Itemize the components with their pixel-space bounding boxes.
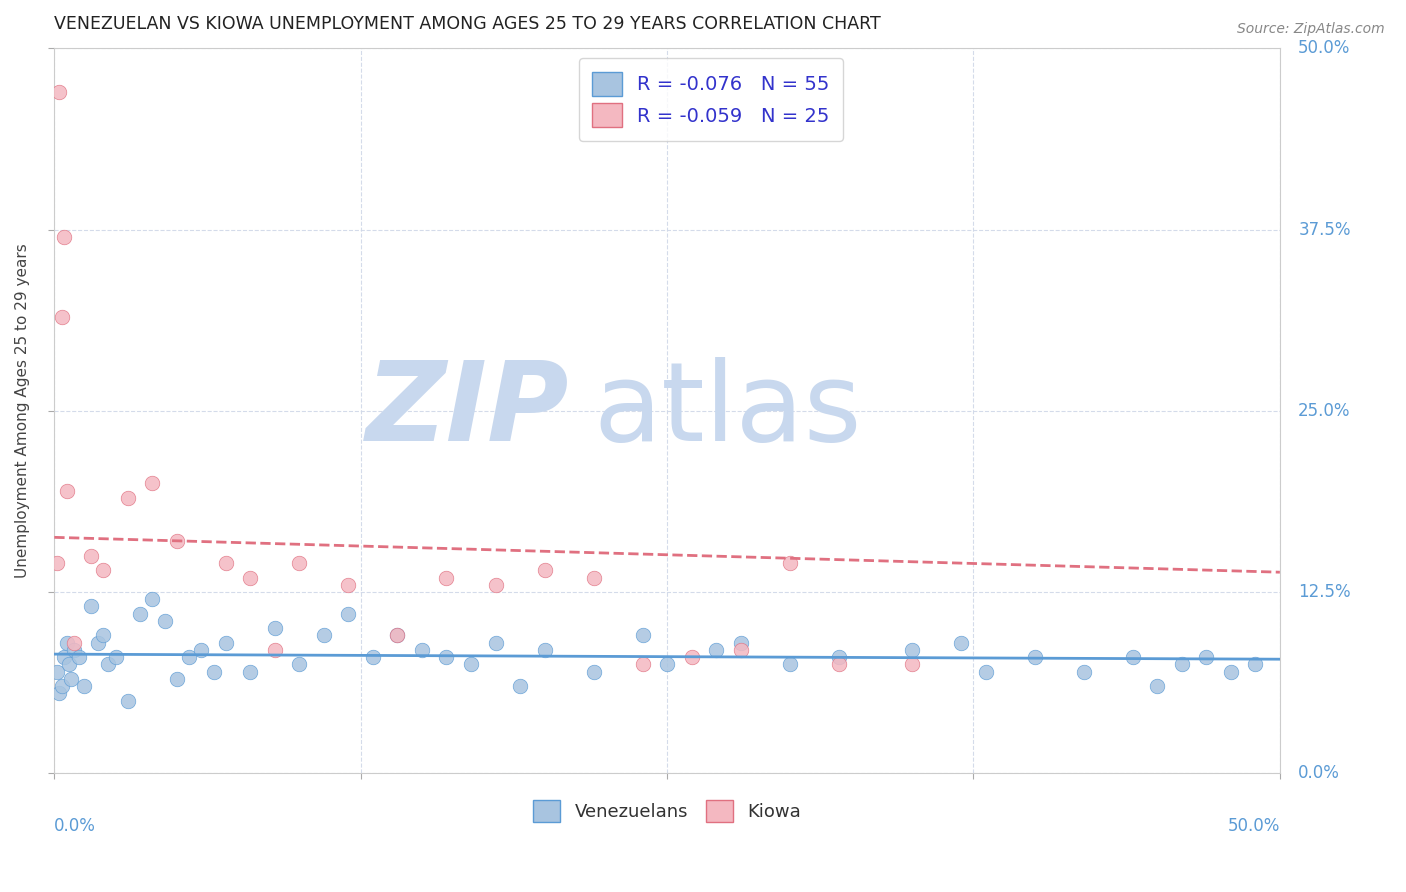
Point <box>166 534 188 549</box>
Point <box>202 665 225 679</box>
Point <box>631 657 654 672</box>
Point <box>779 657 801 672</box>
Point <box>704 643 727 657</box>
Point <box>779 556 801 570</box>
Text: 25.0%: 25.0% <box>1298 401 1351 420</box>
Point <box>53 650 76 665</box>
Point <box>484 636 506 650</box>
Point <box>974 665 997 679</box>
Text: ZIP: ZIP <box>366 358 569 465</box>
Text: 37.5%: 37.5% <box>1298 220 1351 239</box>
Point <box>361 650 384 665</box>
Text: atlas: atlas <box>593 358 862 465</box>
Point <box>55 483 77 498</box>
Point <box>264 621 287 635</box>
Point <box>1244 657 1267 672</box>
Point <box>1073 665 1095 679</box>
Point <box>141 476 163 491</box>
Point <box>239 665 262 679</box>
Point <box>533 643 555 657</box>
Point <box>1024 650 1046 665</box>
Point <box>411 643 433 657</box>
Point <box>97 657 120 672</box>
Legend: Venezuelans, Kiowa: Venezuelans, Kiowa <box>526 793 808 830</box>
Point <box>1219 665 1241 679</box>
Y-axis label: Unemployment Among Ages 25 to 29 years: Unemployment Among Ages 25 to 29 years <box>15 244 30 578</box>
Point <box>166 672 188 686</box>
Point <box>582 665 605 679</box>
Point <box>104 650 127 665</box>
Point <box>45 556 67 570</box>
Point <box>63 636 86 650</box>
Point <box>288 657 311 672</box>
Text: VENEZUELAN VS KIOWA UNEMPLOYMENT AMONG AGES 25 TO 29 YEARS CORRELATION CHART: VENEZUELAN VS KIOWA UNEMPLOYMENT AMONG A… <box>55 15 882 33</box>
Point <box>87 636 110 650</box>
Point <box>631 628 654 642</box>
Point <box>582 570 605 584</box>
Point <box>901 643 924 657</box>
Text: 12.5%: 12.5% <box>1298 583 1351 601</box>
Point <box>48 85 70 99</box>
Point <box>827 650 849 665</box>
Text: 0.0%: 0.0% <box>55 817 96 835</box>
Point <box>950 636 973 650</box>
Point <box>387 628 409 642</box>
Point <box>91 563 114 577</box>
Point <box>288 556 311 570</box>
Point <box>45 665 67 679</box>
Point <box>60 672 83 686</box>
Point <box>681 650 703 665</box>
Point <box>239 570 262 584</box>
Point <box>1171 657 1194 672</box>
Point <box>730 636 752 650</box>
Point <box>179 650 201 665</box>
Point <box>215 636 238 650</box>
Point <box>73 679 96 693</box>
Text: 50.0%: 50.0% <box>1227 817 1279 835</box>
Point <box>63 643 86 657</box>
Point <box>190 643 212 657</box>
Point <box>730 643 752 657</box>
Point <box>827 657 849 672</box>
Text: Source: ZipAtlas.com: Source: ZipAtlas.com <box>1237 22 1385 37</box>
Point <box>1146 679 1168 693</box>
Point <box>312 628 335 642</box>
Point <box>80 549 103 563</box>
Point <box>1195 650 1218 665</box>
Point <box>337 578 360 592</box>
Point <box>51 679 73 693</box>
Text: 50.0%: 50.0% <box>1298 39 1351 57</box>
Point <box>264 643 287 657</box>
Point <box>1122 650 1144 665</box>
Point <box>655 657 678 672</box>
Point <box>141 592 163 607</box>
Point <box>53 230 76 244</box>
Point <box>153 614 176 628</box>
Point <box>337 607 360 621</box>
Point <box>55 636 77 650</box>
Point <box>387 628 409 642</box>
Point <box>533 563 555 577</box>
Point <box>436 650 458 665</box>
Point <box>117 491 139 505</box>
Point <box>58 657 80 672</box>
Point <box>117 694 139 708</box>
Text: 0.0%: 0.0% <box>1298 764 1340 782</box>
Point <box>91 628 114 642</box>
Point <box>460 657 482 672</box>
Point <box>509 679 531 693</box>
Point <box>67 650 90 665</box>
Point <box>80 599 103 614</box>
Point <box>215 556 238 570</box>
Point <box>129 607 152 621</box>
Point <box>436 570 458 584</box>
Point <box>484 578 506 592</box>
Point <box>48 686 70 700</box>
Point <box>51 310 73 324</box>
Point <box>901 657 924 672</box>
